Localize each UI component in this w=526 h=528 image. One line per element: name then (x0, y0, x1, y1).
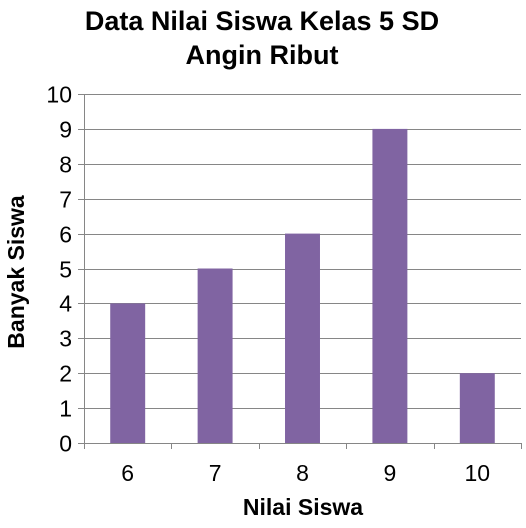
y-tick-label: 10 (46, 82, 72, 108)
y-tick-label: 0 (59, 431, 72, 457)
bar-7 (197, 268, 233, 443)
x-axis-label: Nilai Siswa (243, 494, 363, 520)
bar-8 (285, 233, 320, 443)
axes (78, 94, 522, 449)
bars (110, 128, 495, 443)
x-tick-label: 7 (209, 460, 222, 486)
y-tick-label: 4 (59, 291, 72, 317)
y-tick-label: 9 (59, 117, 72, 143)
bar-6 (110, 303, 146, 443)
y-tick-label: 5 (59, 257, 72, 283)
y-tick-labels: 0 1 2 3 4 5 6 7 8 9 10 (46, 82, 72, 457)
bar-10 (459, 373, 495, 443)
x-tick-label: 9 (384, 460, 397, 486)
y-tick-label: 8 (59, 152, 72, 178)
x-tick-label: 8 (296, 460, 309, 486)
chart-title-line-2: Angin Ribut (186, 40, 339, 70)
bar-9 (372, 128, 408, 443)
x-tick-label: 10 (465, 460, 491, 486)
y-tick-label: 3 (59, 326, 72, 352)
y-tick-label: 1 (59, 396, 72, 422)
y-tick-label: 2 (59, 361, 72, 387)
y-tick-label: 7 (59, 187, 72, 213)
chart-title-line-1: Data Nilai Siswa Kelas 5 SD (85, 6, 439, 36)
y-tick-label: 6 (59, 222, 72, 248)
x-tick-label: 6 (121, 460, 134, 486)
x-tick-labels: 6 7 8 9 10 (121, 460, 490, 486)
y-axis-label: Banyak Siswa (3, 195, 29, 349)
chart-title: Data Nilai Siswa Kelas 5 SD Angin Ribut (85, 6, 439, 70)
